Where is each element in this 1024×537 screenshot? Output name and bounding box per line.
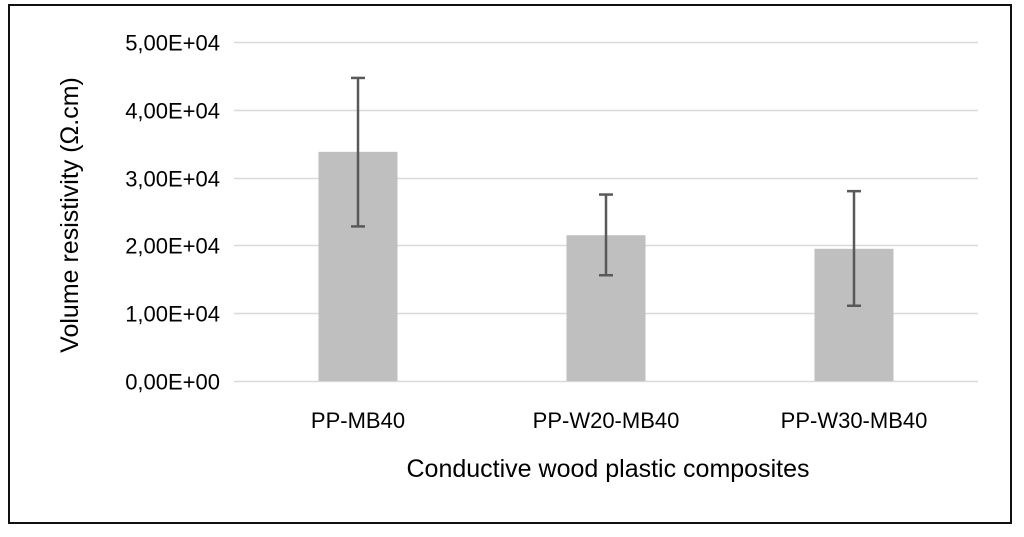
y-tick-label: 1,00E+04 <box>125 302 220 327</box>
y-tick-label: 3,00E+04 <box>125 167 220 192</box>
y-tick-label: 4,00E+04 <box>125 99 220 124</box>
error-bar <box>847 189 861 307</box>
y-axis-title: Volume resistivity (Ω.cm) <box>56 77 84 353</box>
error-bar <box>599 193 613 277</box>
y-tick-label: 0,00E+00 <box>125 370 220 395</box>
x-tick-label: PP-W30-MB40 <box>781 408 928 433</box>
x-tick-label: PP-MB40 <box>311 408 405 433</box>
error-bars <box>351 76 861 307</box>
y-tick-label: 2,00E+04 <box>125 234 220 259</box>
y-tick-label: 5,00E+04 <box>125 31 220 56</box>
x-tick-label: PP-W20-MB40 <box>533 408 680 433</box>
error-bar <box>351 76 365 228</box>
x-axis-title: Conductive wood plastic composites <box>407 455 810 483</box>
y-tick-labels: 0,00E+00 1,00E+04 2,00E+04 3,00E+04 4,00E+04… <box>125 31 220 395</box>
x-tick-labels: PP-MB40 PP-W20-MB40 PP-W30-MB40 <box>311 408 927 433</box>
